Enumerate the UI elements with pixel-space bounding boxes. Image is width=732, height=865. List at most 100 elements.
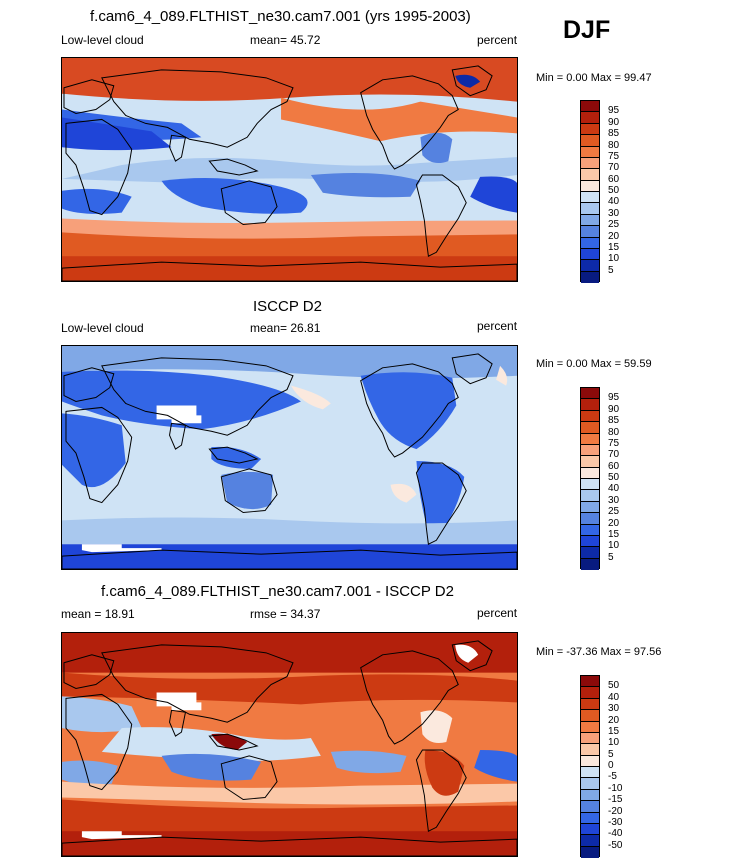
colorbar-tick-label: 50 (608, 472, 620, 483)
colorbar-swatch (581, 146, 599, 158)
colorbar-swatch (581, 535, 599, 548)
colorbar-tick-label: 40 (608, 196, 620, 208)
panel-1-colorbar (580, 100, 600, 283)
panel-1-minmax: Min = 0.00 Max = 99.47 (536, 72, 652, 84)
panel-1-units-label: percent (477, 33, 518, 47)
colorbar-tick-label: -40 (608, 828, 623, 840)
colorbar-swatch (581, 698, 599, 711)
panel-3-mean-label: mean = 18.91 (61, 607, 135, 621)
panel-2-map (61, 345, 518, 570)
colorbar-swatch (581, 823, 599, 836)
colorbar-tick-label: 10 (608, 737, 620, 749)
colorbar-swatch (581, 410, 599, 423)
colorbar-tick-label: -5 (608, 771, 617, 783)
colorbar-swatch (581, 214, 599, 227)
colorbar-tick-label: 50 (608, 185, 620, 196)
colorbar-swatch (581, 203, 599, 215)
colorbar-tick-label: 20 (608, 517, 620, 529)
colorbar-tick-label: 60 (608, 173, 620, 185)
colorbar-tick-label: 30 (608, 494, 620, 506)
colorbar-tick-label: 60 (608, 460, 620, 472)
colorbar-swatch (581, 467, 599, 479)
panel-1-map (61, 57, 518, 282)
colorbar-tick-label: 70 (608, 162, 620, 174)
colorbar-tick-label: 5 (608, 551, 614, 563)
panel-3-minmax: Min = -37.36 Max = 97.56 (536, 646, 662, 658)
colorbar-tick-label: 75 (608, 437, 620, 449)
colorbar-tick-label: 5 (608, 748, 614, 760)
colorbar-swatch (581, 101, 599, 113)
colorbar-swatch (581, 846, 599, 858)
colorbar-tick-label: 90 (608, 403, 620, 415)
colorbar-swatch (581, 755, 599, 767)
colorbar-tick-label: -15 (608, 794, 623, 806)
panel-2-colorbar (580, 387, 600, 570)
colorbar-tick-label: 50 (608, 680, 620, 692)
panel-2-title: ISCCP D2 (253, 298, 322, 315)
colorbar-swatch (581, 676, 599, 688)
panel-3-rmse-label: rmse = 34.37 (250, 607, 321, 621)
colorbar-tick-label: 40 (608, 691, 620, 703)
panel-3-title: f.cam6_4_089.FLTHIST_ne30.cam7.001 - ISC… (101, 583, 454, 600)
colorbar-swatch (581, 710, 599, 722)
panel-1-title: f.cam6_4_089.FLTHIST_ne30.cam7.001 (yrs … (90, 8, 471, 25)
colorbar-swatch (581, 399, 599, 411)
panel-2-left-label: Low-level cloud (61, 321, 144, 335)
colorbar-swatch (581, 801, 599, 813)
colorbar-swatch (581, 248, 599, 261)
colorbar-swatch (581, 123, 599, 136)
colorbar-swatch (581, 501, 599, 514)
colorbar-tick-label: 25 (608, 219, 620, 231)
colorbar-swatch (581, 157, 599, 170)
colorbar-swatch (581, 721, 599, 733)
colorbar-tick-label: 20 (608, 714, 620, 726)
colorbar-tick-label: 85 (608, 415, 620, 427)
colorbar-swatch (581, 271, 599, 283)
panel-1-left-label: Low-level cloud (61, 33, 144, 47)
colorbar-swatch (581, 835, 599, 847)
colorbar-tick-label: 30 (608, 207, 620, 219)
colorbar-tick-label: 90 (608, 116, 620, 128)
colorbar-swatch (581, 479, 599, 491)
colorbar-swatch (581, 490, 599, 502)
colorbar-swatch (581, 778, 599, 790)
colorbar-tick-label: 80 (608, 426, 620, 438)
panel-3-units-label: percent (477, 606, 518, 620)
colorbar-swatch (581, 732, 599, 745)
colorbar-tick-label: 25 (608, 506, 620, 518)
colorbar-swatch (581, 524, 599, 536)
panel-3-colorbar (580, 675, 600, 858)
colorbar-swatch (581, 513, 599, 525)
colorbar-swatch (581, 422, 599, 434)
colorbar-swatch (581, 433, 599, 445)
colorbar-tick-label: 85 (608, 128, 620, 140)
colorbar-tick-label: -30 (608, 816, 623, 828)
colorbar-tick-label: 20 (608, 230, 620, 242)
colorbar-swatch (581, 812, 599, 824)
colorbar-tick-label: 5 (608, 264, 614, 276)
colorbar-tick-label: 70 (608, 449, 620, 461)
colorbar-swatch (581, 180, 599, 192)
colorbar-tick-label: 10 (608, 540, 620, 552)
colorbar-tick-label: 15 (608, 241, 620, 253)
panel-3-map (61, 632, 518, 857)
colorbar-tick-label: 30 (608, 703, 620, 715)
colorbar-swatch (581, 169, 599, 181)
colorbar-swatch (581, 112, 599, 124)
colorbar-swatch (581, 456, 599, 468)
colorbar-tick-label: 0 (608, 760, 614, 771)
colorbar-swatch (581, 237, 599, 249)
panel-1-mean-label: mean= 45.72 (250, 33, 321, 47)
colorbar-swatch (581, 744, 599, 756)
colorbar-swatch (581, 135, 599, 147)
colorbar-tick-label: 80 (608, 139, 620, 151)
colorbar-swatch (581, 687, 599, 699)
colorbar-tick-label: 95 (608, 392, 620, 404)
colorbar-swatch (581, 558, 599, 570)
colorbar-tick-label: 95 (608, 105, 620, 117)
colorbar-swatch (581, 388, 599, 400)
colorbar-swatch (581, 226, 599, 238)
colorbar-tick-label: 10 (608, 253, 620, 265)
colorbar-tick-label: -10 (608, 782, 623, 794)
panel-2-mean-label: mean= 26.81 (250, 321, 321, 335)
